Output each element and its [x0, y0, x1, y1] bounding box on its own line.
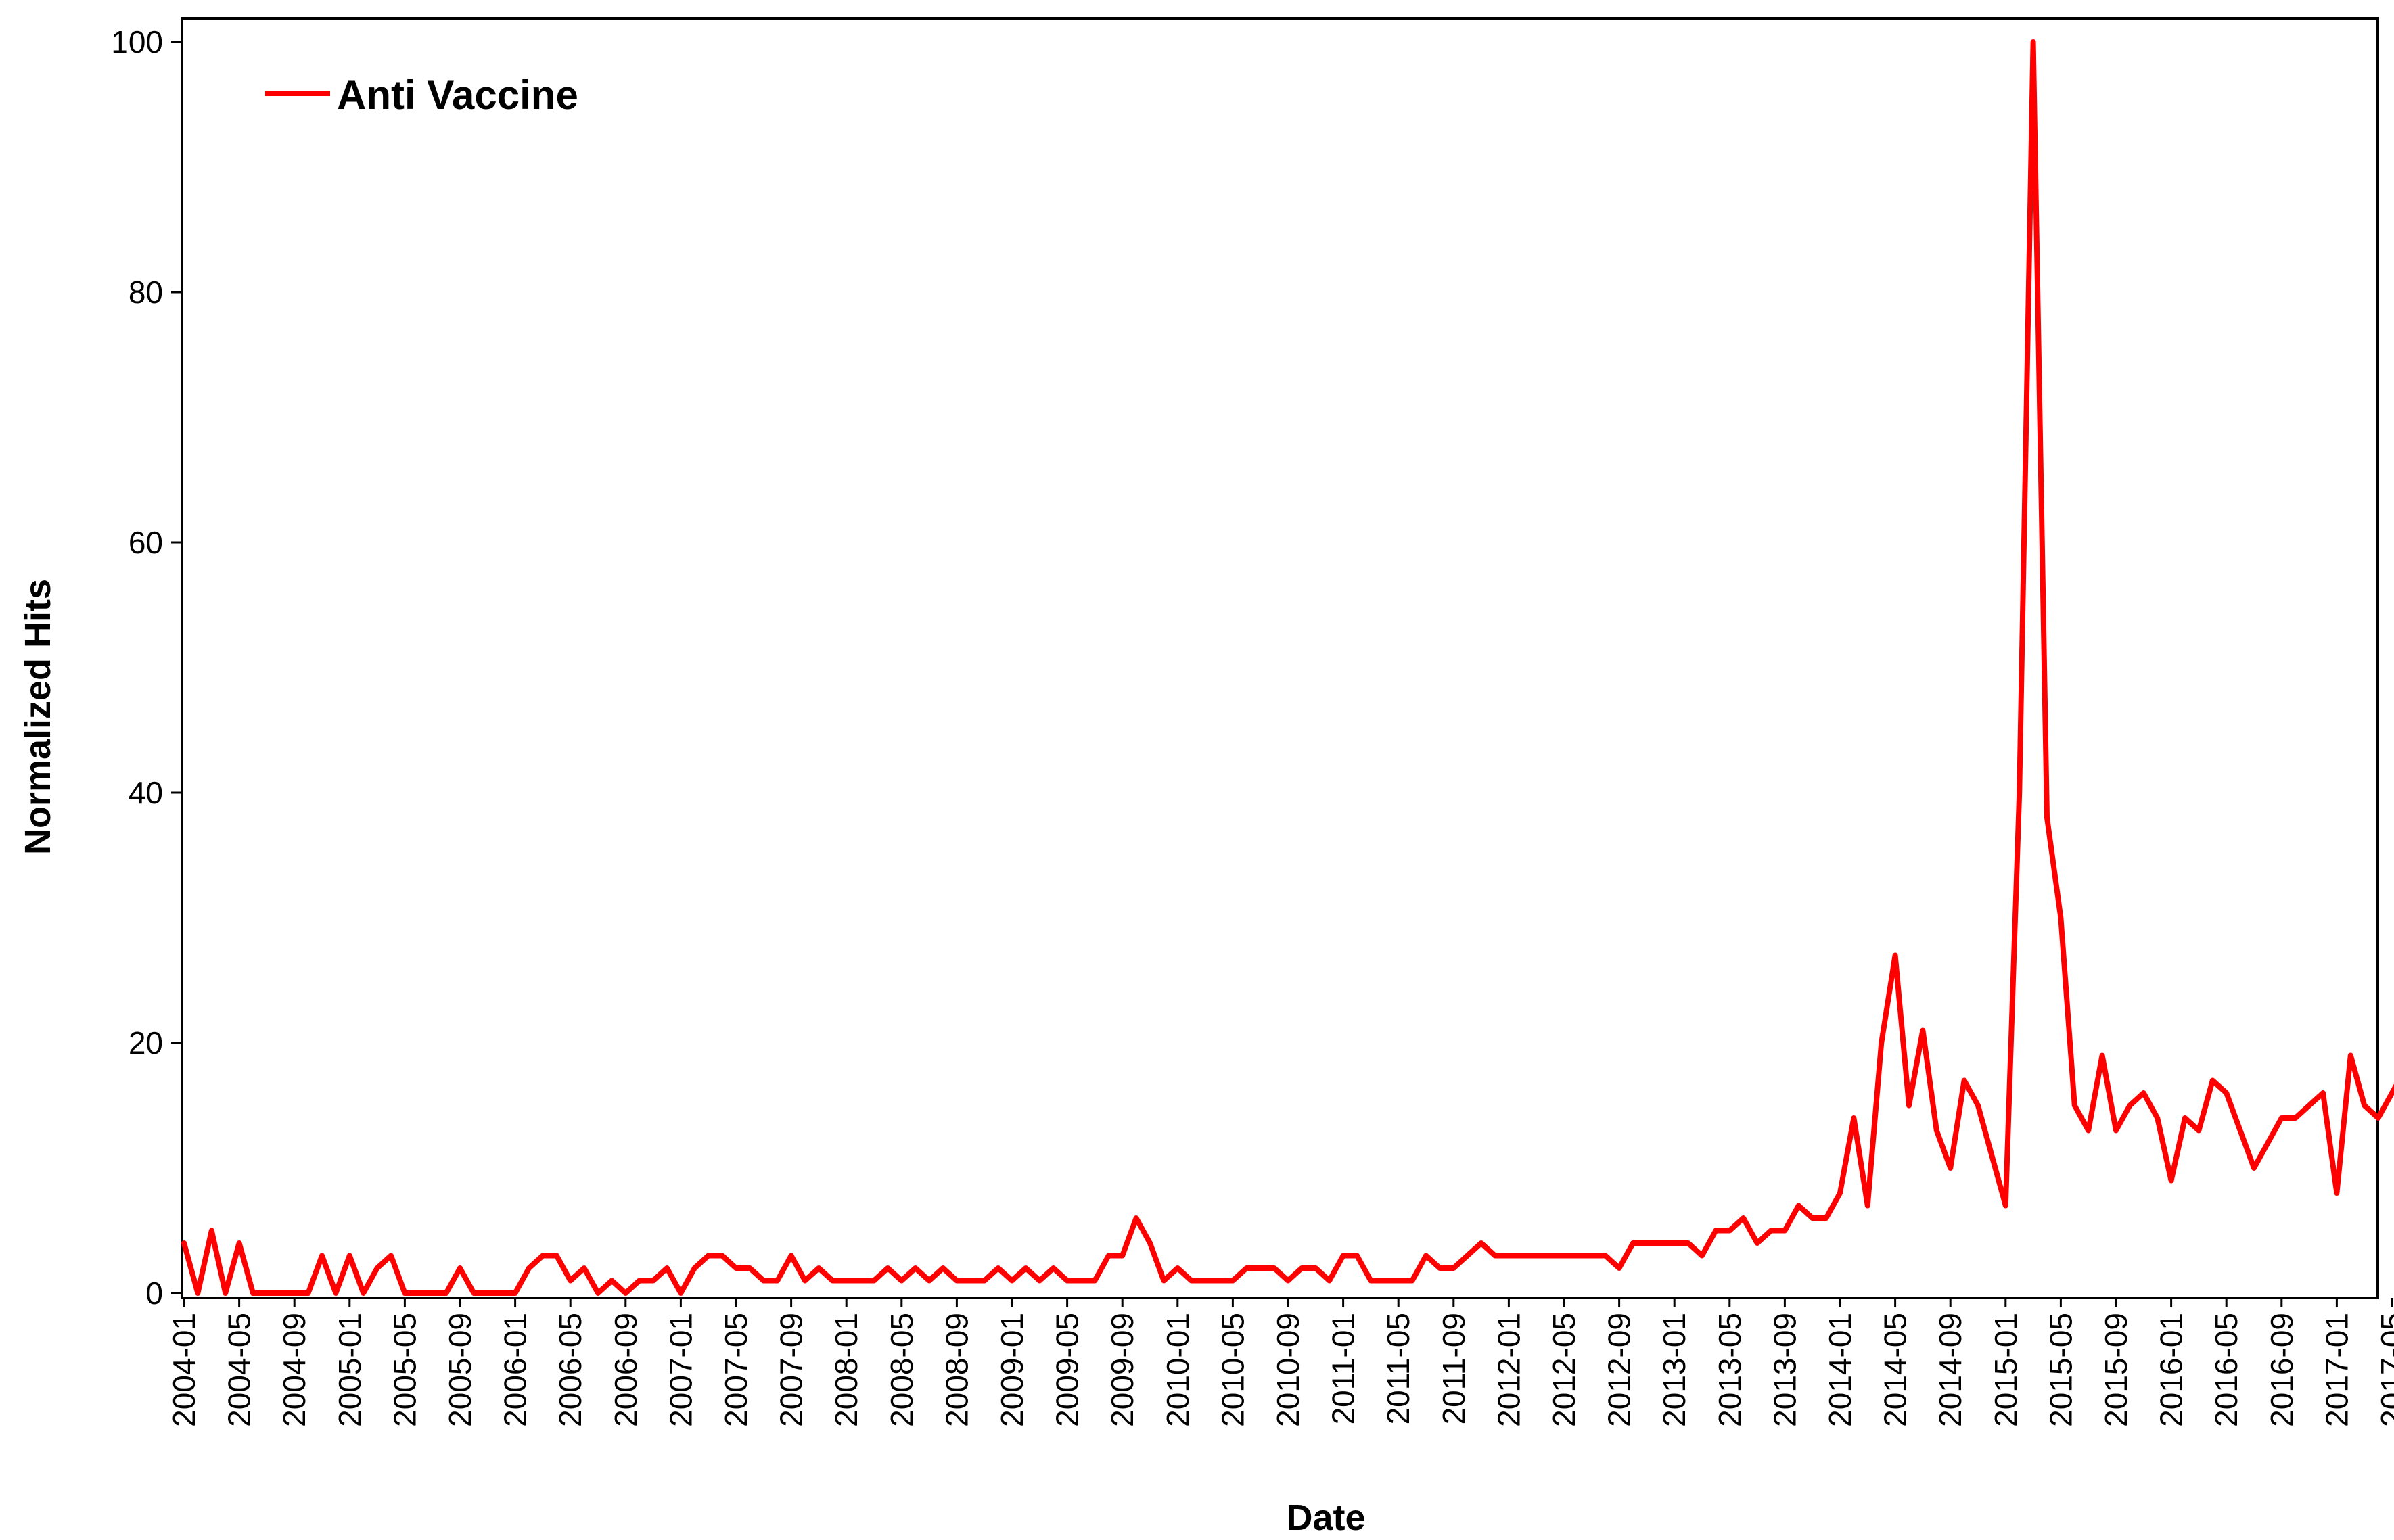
x-tick-label: 2007-09 — [774, 1313, 809, 1427]
y-tick-label: 20 — [129, 1025, 163, 1060]
x-tick-label: 2017-05 — [2374, 1313, 2394, 1427]
y-axis-title: Normalized Hits — [18, 579, 58, 855]
x-tick-label: 2010-09 — [1270, 1313, 1306, 1427]
x-tick-label: 2004-05 — [222, 1313, 257, 1427]
x-tick-label: 2005-09 — [442, 1313, 478, 1427]
x-tick-label: 2014-01 — [1822, 1313, 1858, 1427]
x-tick-label: 2011-05 — [1381, 1313, 1416, 1424]
x-tick-label: 2013-05 — [1712, 1313, 1747, 1427]
x-tick-label: 2005-05 — [387, 1313, 422, 1427]
x-tick-label: 2017-01 — [2319, 1313, 2354, 1427]
x-tick-label: 2015-05 — [2043, 1313, 2078, 1427]
x-tick-label: 2009-05 — [1050, 1313, 1085, 1427]
x-axis-ticks: 2004-01 2004-05 2004-09 2005-01 2005-05 2005-… — [166, 1298, 2394, 1427]
plot-frame — [181, 17, 2379, 1299]
x-tick-label: 2008-09 — [939, 1313, 974, 1427]
y-tick-label: 100 — [111, 24, 163, 60]
x-tick-label: 2007-01 — [663, 1313, 698, 1427]
x-tick-label: 2016-01 — [2154, 1313, 2189, 1427]
x-tick-label: 2008-01 — [829, 1313, 864, 1427]
x-tick-label: 2012-09 — [1602, 1313, 1637, 1427]
y-tick-label: 40 — [129, 775, 163, 810]
x-tick-label: 2013-01 — [1657, 1313, 1692, 1427]
x-axis-title: Date — [1286, 1497, 1365, 1538]
x-tick-label: 2006-01 — [498, 1313, 533, 1427]
y-tick-label: 60 — [129, 525, 163, 560]
x-tick-label: 2010-01 — [1160, 1313, 1195, 1427]
x-tick-label: 2008-05 — [884, 1313, 919, 1427]
legend: Anti Vaccine — [265, 72, 578, 118]
x-tick-label: 2004-01 — [166, 1313, 202, 1427]
x-tick-label: 2015-01 — [1988, 1313, 2023, 1427]
y-tick-label: 0 — [145, 1276, 163, 1311]
y-tick-label: 80 — [129, 275, 163, 310]
series-line-anti-vaccine — [181, 39, 2394, 1296]
x-tick-label: 2009-09 — [1105, 1313, 1140, 1427]
x-tick-label: 2014-05 — [1878, 1313, 1913, 1427]
y-axis-ticks: 0 20 40 60 80 100 — [111, 24, 182, 1311]
x-tick-label: 2016-09 — [2264, 1313, 2299, 1427]
x-tick-label: 2004-09 — [277, 1313, 312, 1427]
x-tick-label: 2015-09 — [2098, 1313, 2134, 1427]
x-tick-label: 2010-05 — [1215, 1313, 1250, 1427]
x-tick-label: 2012-05 — [1546, 1313, 1582, 1427]
x-tick-label: 2016-05 — [2209, 1313, 2244, 1427]
x-tick-label: 2009-01 — [994, 1313, 1030, 1427]
legend-label-anti-vaccine: Anti Vaccine — [337, 72, 578, 118]
x-tick-label: 2013-09 — [1767, 1313, 1802, 1427]
x-tick-label: 2006-09 — [608, 1313, 643, 1427]
x-tick-label: 2006-05 — [553, 1313, 588, 1427]
x-tick-label: 2011-09 — [1436, 1313, 1471, 1424]
x-tick-label: 2011-01 — [1326, 1313, 1361, 1424]
x-tick-label: 2007-05 — [718, 1313, 754, 1427]
x-tick-label: 2005-01 — [332, 1313, 367, 1427]
x-tick-label: 2012-01 — [1491, 1313, 1526, 1427]
x-tick-label: 2014-09 — [1933, 1313, 1968, 1427]
